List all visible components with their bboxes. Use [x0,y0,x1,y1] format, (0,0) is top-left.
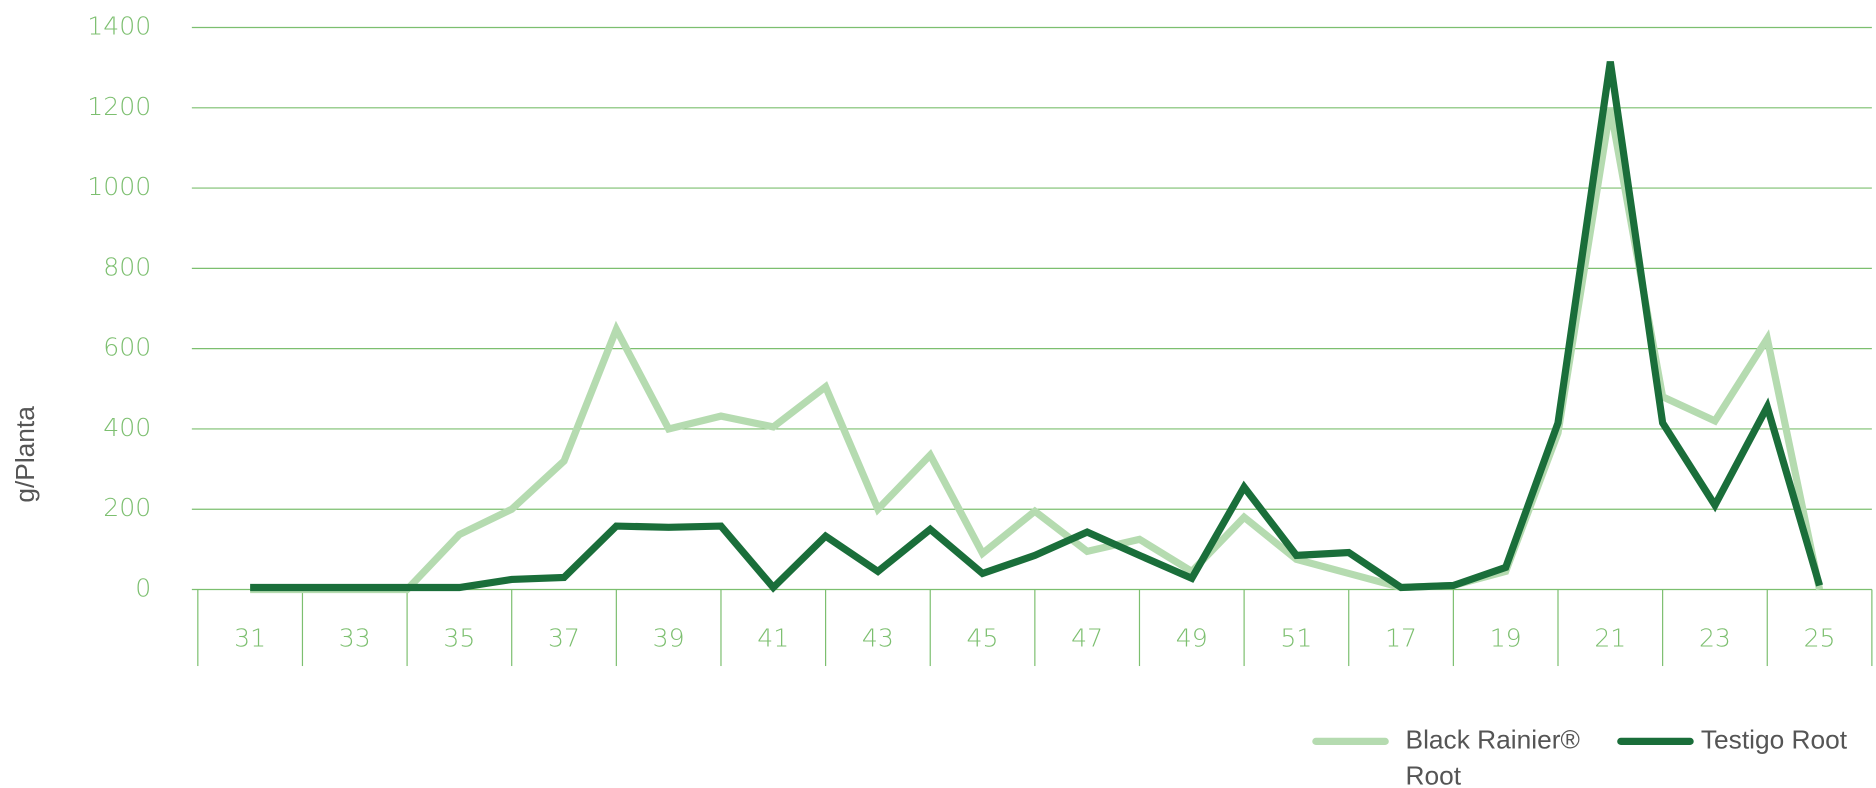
y-axis-label: g/Planta [10,406,40,503]
x-tick-label: 39 [653,624,685,653]
x-tick-label: 19 [1490,624,1522,653]
y-tick-label: 400 [103,413,151,442]
x-tick-label: 17 [1385,624,1417,653]
y-tick-label: 1200 [87,92,151,121]
x-tick-label: 47 [1071,624,1103,653]
x-tick-label: 33 [339,624,371,653]
legend-label: Testigo Root [1700,724,1848,755]
x-tick-label: 51 [1280,624,1312,653]
y-tick-label: 800 [103,252,151,281]
x-tick-label: 43 [862,624,894,653]
y-tick-label: 600 [103,333,151,362]
y-tick-label: 1400 [87,12,151,41]
x-tick-label: 41 [757,624,789,653]
series-line [250,61,1824,593]
x-tick-label: 23 [1699,624,1731,653]
x-tick-label: 21 [1594,624,1626,653]
legend-item: Testigo Root [1700,724,1848,755]
x-tick-label: 25 [1804,624,1836,653]
x-tick-label: 31 [234,624,266,653]
x-tick-label: 35 [443,624,475,653]
legend-item: Black Rainier® Root [1405,724,1580,788]
y-tick-label: 0 [135,574,151,603]
y-tick-label: 1000 [87,172,151,201]
y-tick-label: 200 [103,493,151,522]
x-tick-label: 37 [548,624,580,653]
legend-label: Black Rainier® Root [1405,724,1580,788]
x-tick-label: 49 [1176,624,1208,653]
x-tick-label: 45 [967,624,999,653]
